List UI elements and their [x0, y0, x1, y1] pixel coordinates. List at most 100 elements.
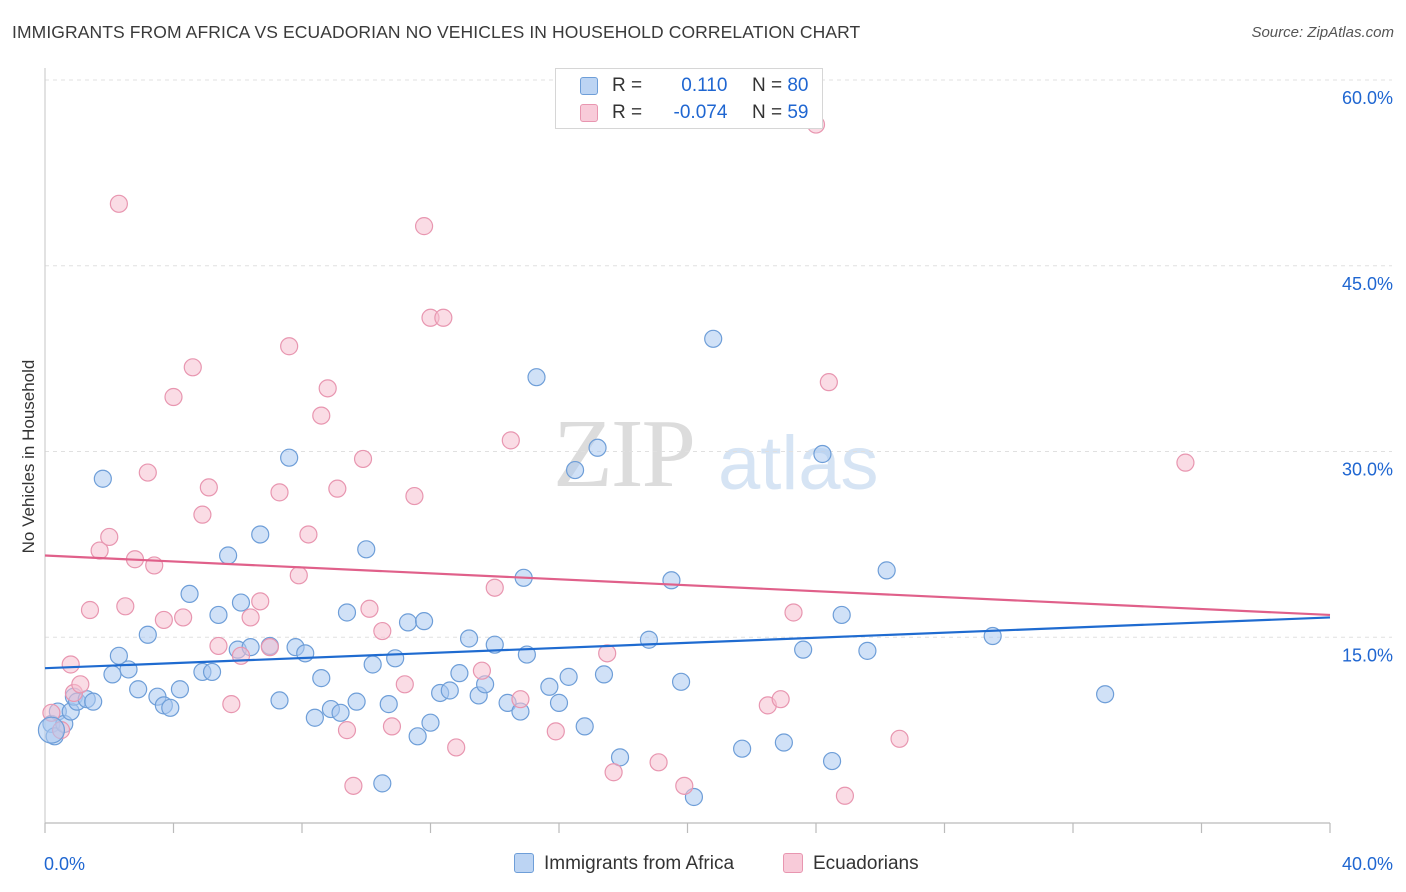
point-ecuadorians	[299, 525, 318, 544]
point-africa	[485, 635, 504, 654]
point-africa	[103, 665, 122, 684]
point-africa	[559, 667, 578, 686]
bottom-legend-label-africa: Immigrants from Africa	[544, 853, 735, 874]
point-africa	[180, 584, 199, 604]
point-africa	[774, 733, 793, 752]
bottom-legend-ecuadorians: Ecuadorians	[783, 851, 919, 877]
legend-stats-ecuadorians: R = -0.074 N = 59	[612, 101, 808, 125]
point-africa	[704, 329, 723, 348]
point-africa	[662, 571, 681, 590]
legend-swatch-ecuadorians	[580, 104, 598, 122]
point-ecuadorians	[328, 479, 347, 498]
point-africa	[138, 625, 157, 644]
point-ecuadorians	[771, 690, 790, 709]
point-africa	[296, 644, 315, 663]
y-axis-label: No Vehicles in Household	[19, 360, 38, 554]
point-ecuadorians	[649, 753, 668, 772]
legend-n-label: N =	[751, 102, 783, 123]
point-africa	[209, 605, 228, 625]
point-africa	[363, 655, 382, 674]
point-ecuadorians	[511, 690, 530, 709]
point-ecuadorians	[434, 308, 453, 327]
point-africa	[379, 695, 398, 714]
point-africa	[280, 448, 299, 467]
bottom-legend-africa: Immigrants from Africa	[514, 851, 734, 877]
point-ecuadorians	[241, 608, 260, 627]
point-ecuadorians	[485, 578, 504, 597]
point-ecuadorians	[80, 600, 100, 620]
point-africa	[129, 680, 148, 699]
point-ecuadorians	[251, 592, 270, 611]
point-ecuadorians	[373, 621, 392, 641]
point-ecuadorians	[164, 387, 183, 407]
point-africa	[270, 691, 289, 710]
point-ecuadorians	[199, 478, 218, 497]
point-ecuadorians	[890, 729, 909, 748]
point-ecuadorians	[174, 608, 193, 627]
point-africa	[414, 612, 434, 631]
watermark-zip: ZIP	[553, 400, 696, 508]
point-africa	[251, 525, 270, 544]
stats-legend: R = 0.110 N = 80 R = -0.074 N = 59	[555, 68, 823, 129]
point-africa	[398, 613, 418, 632]
point-ecuadorians	[280, 337, 299, 356]
x-tick-label-max: 40.0%	[1342, 854, 1393, 874]
point-africa	[822, 751, 842, 771]
point-ecuadorians	[138, 463, 157, 482]
point-ecuadorians	[472, 661, 491, 680]
point-ecuadorians	[598, 644, 617, 663]
legend-r-label: R =	[612, 75, 643, 96]
point-ecuadorians	[193, 505, 212, 524]
legend-n-value: 59	[787, 102, 809, 123]
point-ecuadorians	[414, 217, 434, 236]
point-africa	[459, 629, 479, 648]
point-africa	[331, 703, 350, 722]
point-africa	[357, 540, 376, 559]
point-africa	[588, 438, 607, 457]
point-ecuadorians	[61, 655, 80, 674]
point-africa	[373, 774, 392, 793]
legend-n-label: N =	[751, 75, 783, 96]
point-ecuadorians	[312, 406, 331, 425]
point-ecuadorians	[344, 776, 363, 795]
point-africa	[440, 681, 459, 700]
point-ecuadorians	[405, 486, 424, 506]
point-ecuadorians	[1176, 453, 1195, 472]
legend-r-value: 0.110	[681, 75, 728, 96]
point-ecuadorians	[270, 483, 289, 502]
point-africa	[119, 660, 138, 679]
point-ecuadorians	[447, 738, 466, 757]
point-africa	[450, 664, 469, 683]
point-africa	[594, 665, 614, 684]
point-africa	[421, 713, 440, 732]
point-ecuadorians	[819, 373, 838, 392]
legend-r-label: R =	[612, 102, 643, 123]
y-tick-label: 15.0%	[1342, 645, 1393, 665]
point-ecuadorians	[116, 597, 135, 616]
point-africa	[93, 469, 112, 488]
point-africa	[337, 603, 357, 622]
bottom-legend-swatch-ecuadorians	[783, 853, 803, 873]
point-africa	[565, 460, 585, 480]
point-ecuadorians	[154, 610, 173, 630]
bottom-legend-label-ecuadorians: Ecuadorians	[813, 853, 919, 874]
point-africa	[347, 692, 366, 711]
chart-title: IMMIGRANTS FROM AFRICA VS ECUADORIAN NO …	[12, 22, 861, 42]
point-africa	[386, 649, 405, 668]
y-tick-label: 30.0%	[1342, 460, 1393, 480]
point-ecuadorians	[360, 599, 379, 618]
point-africa	[540, 677, 559, 696]
point-africa	[170, 680, 190, 699]
point-africa	[527, 368, 546, 387]
point-africa	[813, 444, 832, 464]
point-ecuadorians	[835, 786, 855, 805]
point-ecuadorians	[260, 638, 279, 657]
point-ecuadorians	[784, 603, 803, 622]
point-africa	[832, 605, 851, 625]
legend-r-value: -0.074	[673, 102, 728, 123]
point-ecuadorians	[109, 194, 128, 213]
point-ecuadorians	[222, 695, 241, 714]
point-ecuadorians	[546, 722, 565, 741]
point-africa	[312, 669, 331, 688]
point-ecuadorians	[382, 717, 402, 736]
